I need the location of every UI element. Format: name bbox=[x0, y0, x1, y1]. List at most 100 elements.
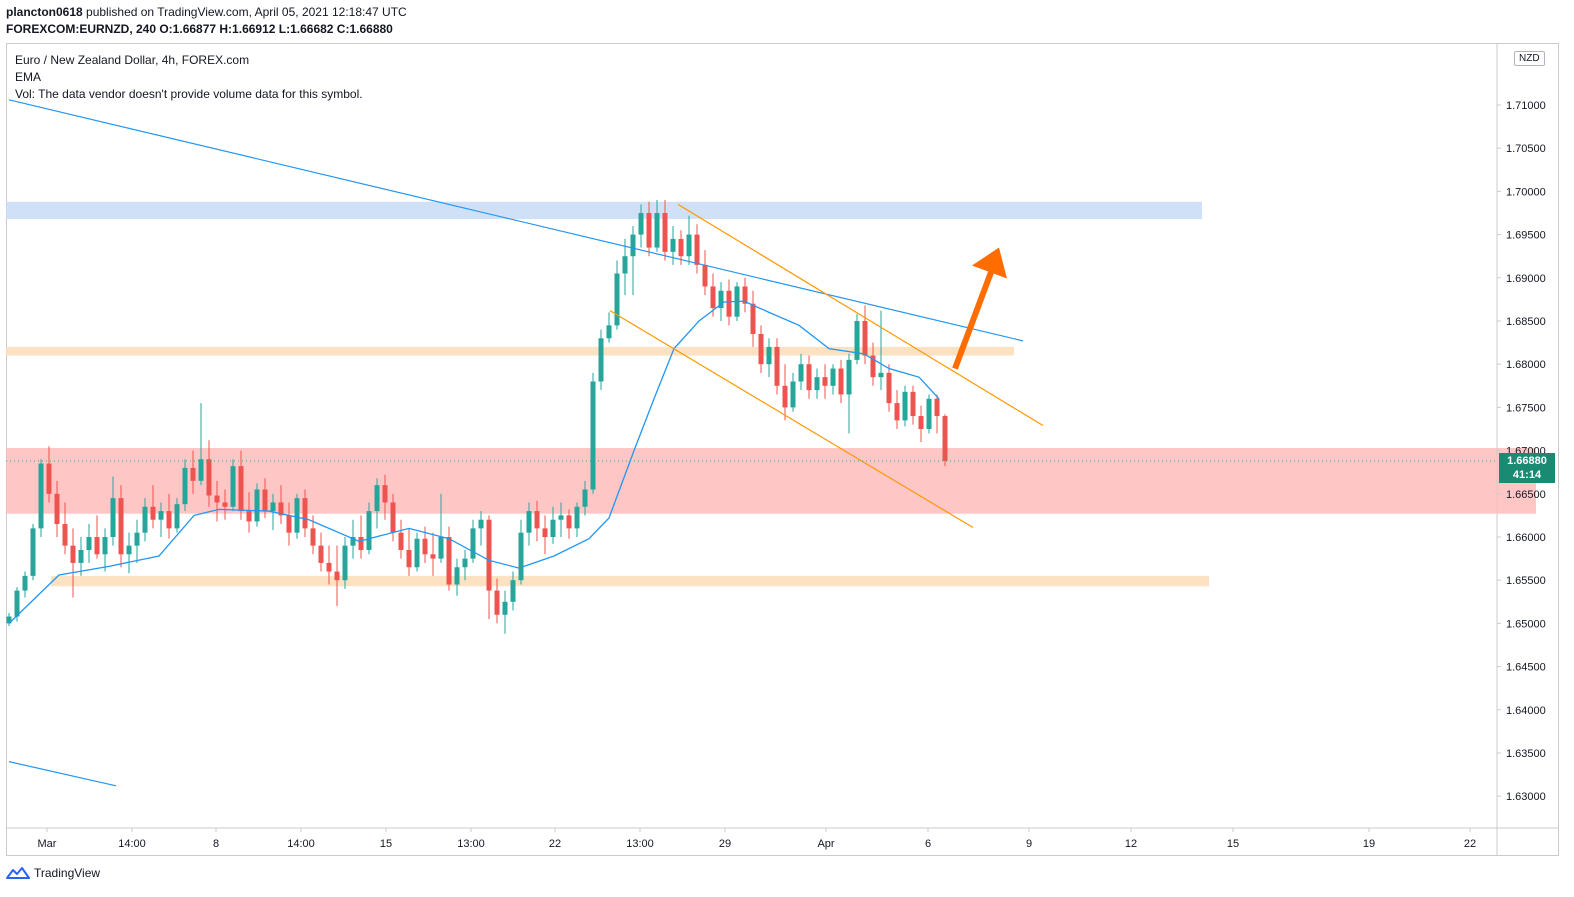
candle-bear[interactable] bbox=[390, 502, 396, 533]
candle-bull[interactable] bbox=[30, 528, 36, 576]
candle-bull[interactable] bbox=[926, 398, 932, 429]
candle-bear[interactable] bbox=[214, 495, 220, 503]
ema-line[interactable] bbox=[8, 300, 940, 624]
candle-bull[interactable] bbox=[718, 290, 724, 309]
candle-bull[interactable] bbox=[902, 391, 908, 421]
candle-bear[interactable] bbox=[238, 466, 244, 512]
candle-bull[interactable] bbox=[854, 321, 860, 360]
candle-bull[interactable] bbox=[638, 213, 644, 235]
candle-bear[interactable] bbox=[166, 511, 172, 529]
candle-bear[interactable] bbox=[494, 590, 500, 615]
up-arrow-head[interactable] bbox=[972, 247, 1007, 279]
candle-bull[interactable] bbox=[6, 616, 12, 624]
candle-bear[interactable] bbox=[406, 549, 412, 568]
candle-bull[interactable] bbox=[766, 346, 772, 365]
candle-bear[interactable] bbox=[702, 264, 708, 287]
candle-bull[interactable] bbox=[598, 338, 604, 382]
candle-bear[interactable] bbox=[398, 532, 404, 550]
candle-bull[interactable] bbox=[86, 537, 92, 550]
candle-bear[interactable] bbox=[806, 364, 812, 391]
candle-bear[interactable] bbox=[542, 528, 548, 537]
zone-resistance-blue[interactable] bbox=[6, 201, 1202, 220]
candle-bear[interactable] bbox=[662, 213, 668, 252]
candle-bear[interactable] bbox=[310, 528, 316, 546]
candle-bear[interactable] bbox=[774, 346, 780, 386]
candle-bear[interactable] bbox=[678, 238, 684, 257]
candle-bull[interactable] bbox=[502, 601, 508, 615]
candle-bull[interactable] bbox=[342, 545, 348, 581]
candle-bull[interactable] bbox=[582, 489, 588, 507]
candle-bear[interactable] bbox=[710, 286, 716, 309]
zone-support-red[interactable] bbox=[6, 448, 1536, 514]
candle-bear[interactable] bbox=[566, 515, 572, 529]
candle-bull[interactable] bbox=[438, 537, 444, 559]
candle-bull[interactable] bbox=[470, 528, 476, 559]
candle-bull[interactable] bbox=[606, 325, 612, 339]
candle-bull[interactable] bbox=[22, 575, 28, 591]
candle-bear[interactable] bbox=[62, 524, 68, 546]
candle-bull[interactable] bbox=[510, 580, 516, 602]
candle-bull[interactable] bbox=[630, 234, 636, 257]
candle-bull[interactable] bbox=[550, 519, 556, 537]
candle-bull[interactable] bbox=[670, 238, 676, 252]
candle-bear[interactable] bbox=[694, 234, 700, 265]
zone-support-orange[interactable] bbox=[51, 575, 1209, 587]
candle-bear[interactable] bbox=[46, 463, 52, 494]
candle-bear[interactable] bbox=[910, 391, 916, 417]
candle-bear[interactable] bbox=[758, 333, 764, 365]
candle-bull[interactable] bbox=[38, 463, 44, 529]
candle-bear[interactable] bbox=[862, 321, 868, 356]
candle-bull[interactable] bbox=[830, 368, 836, 386]
candle-bear[interactable] bbox=[302, 498, 308, 529]
candle-bear[interactable] bbox=[286, 515, 292, 533]
symbol-title[interactable]: Euro / New Zealand Dollar, 4h, FOREX.com bbox=[15, 53, 250, 67]
candle-bull[interactable] bbox=[686, 234, 692, 257]
candle-bear[interactable] bbox=[486, 519, 492, 591]
candle-bear[interactable] bbox=[726, 290, 732, 317]
candle-bear[interactable] bbox=[750, 303, 756, 334]
candle-bull[interactable] bbox=[366, 511, 372, 550]
candle-bear[interactable] bbox=[94, 537, 100, 555]
candle-bull[interactable] bbox=[614, 273, 620, 326]
candle-bull[interactable] bbox=[814, 377, 820, 391]
candle-bear[interactable] bbox=[782, 385, 788, 408]
candle-bear[interactable] bbox=[918, 416, 924, 429]
candle-bull[interactable] bbox=[78, 549, 84, 563]
candle-bull[interactable] bbox=[558, 515, 564, 520]
candle-bull[interactable] bbox=[878, 372, 884, 378]
candle-bear[interactable] bbox=[190, 467, 196, 481]
candle-bear[interactable] bbox=[382, 485, 388, 503]
candle-bull[interactable] bbox=[798, 364, 804, 382]
candle-bull[interactable] bbox=[518, 532, 524, 581]
candle-bull[interactable] bbox=[374, 485, 380, 512]
candle-bull[interactable] bbox=[478, 519, 484, 529]
candle-bear[interactable] bbox=[422, 538, 428, 555]
candle-bear[interactable] bbox=[646, 213, 652, 248]
candle-bull[interactable] bbox=[198, 459, 204, 481]
candle-bull[interactable] bbox=[14, 590, 20, 617]
ema-indicator-label[interactable]: EMA bbox=[15, 70, 42, 84]
candle-bear[interactable] bbox=[262, 489, 268, 512]
candle-bull[interactable] bbox=[350, 537, 356, 546]
candle-bull[interactable] bbox=[254, 489, 260, 522]
candle-bear[interactable] bbox=[326, 562, 332, 572]
candle-bear[interactable] bbox=[278, 502, 284, 516]
candle-bear[interactable] bbox=[118, 498, 124, 555]
candle-bear[interactable] bbox=[942, 416, 948, 461]
candle-bear[interactable] bbox=[446, 537, 452, 585]
candle-bear[interactable] bbox=[742, 286, 748, 304]
candle-bear[interactable] bbox=[358, 537, 364, 550]
candle-bull[interactable] bbox=[126, 545, 132, 555]
currency-badge[interactable]: NZD bbox=[1514, 51, 1545, 66]
candle-bull[interactable] bbox=[142, 506, 148, 533]
candle-bear[interactable] bbox=[70, 545, 76, 563]
candle-bull[interactable] bbox=[590, 381, 596, 490]
candle-bull[interactable] bbox=[294, 498, 300, 533]
candle-bull[interactable] bbox=[846, 359, 852, 395]
candle-bear[interactable] bbox=[886, 372, 892, 404]
candle-bear[interactable] bbox=[334, 571, 340, 581]
candle-bear[interactable] bbox=[534, 511, 540, 529]
up-arrow-shaft[interactable] bbox=[952, 268, 995, 370]
footer-brand[interactable]: TradingView bbox=[6, 866, 100, 880]
